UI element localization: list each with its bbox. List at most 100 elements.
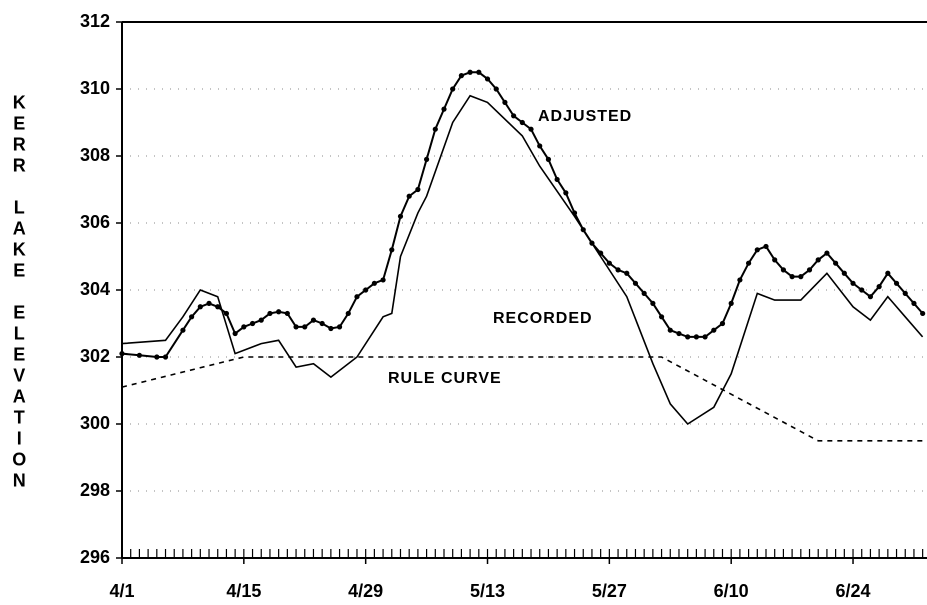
x-tick-label: 4/1: [109, 581, 134, 601]
x-tick-label: 6/10: [714, 581, 749, 601]
x-tick-label: 4/15: [226, 581, 261, 601]
data-point: [241, 324, 247, 330]
data-point: [885, 270, 891, 276]
data-point: [624, 270, 630, 276]
data-point: [319, 320, 325, 327]
data-point: [859, 287, 865, 293]
y-tick-label: 304: [80, 279, 110, 299]
data-point: [336, 324, 343, 330]
data-point: [615, 267, 621, 273]
data-point: [189, 314, 195, 320]
y-tick-label: 310: [80, 78, 110, 98]
data-point: [223, 310, 230, 317]
data-point: [798, 274, 804, 280]
data-point: [380, 277, 386, 283]
data-point: [328, 325, 334, 332]
data-point: [676, 330, 682, 337]
data-point: [397, 213, 404, 219]
y-tick-label: 296: [80, 547, 110, 567]
data-point: [719, 320, 726, 327]
data-point: [232, 330, 238, 337]
data-point: [310, 317, 317, 323]
data-point: [406, 193, 412, 199]
data-point: [493, 86, 499, 92]
data-point: [354, 294, 360, 300]
data-point: [650, 300, 656, 306]
y-tick-label: 308: [80, 145, 110, 165]
y-tick-label: 302: [80, 346, 110, 366]
data-point: [450, 86, 456, 92]
data-point: [415, 186, 421, 193]
data-point: [284, 310, 290, 317]
data-point: [554, 176, 560, 183]
data-point: [267, 310, 273, 317]
y-tick-label: 306: [80, 212, 110, 232]
data-point: [119, 351, 125, 357]
x-tick-label: 5/13: [470, 581, 505, 601]
y-tick-label: 298: [80, 480, 110, 500]
data-point: [658, 314, 665, 320]
data-point: [711, 327, 717, 333]
data-point: [841, 270, 847, 276]
data-point: [876, 284, 882, 290]
data-point: [423, 156, 430, 162]
data-point: [745, 260, 752, 266]
data-point: [458, 73, 465, 79]
data-point: [754, 247, 760, 253]
data-point: [920, 310, 926, 317]
data-point: [806, 267, 813, 273]
data-point: [484, 76, 491, 82]
data-point: [667, 327, 673, 333]
data-point: [519, 119, 525, 126]
data-point: [789, 274, 795, 280]
data-point: [502, 99, 508, 105]
data-point: [154, 354, 160, 360]
data-point: [511, 113, 517, 119]
data-point: [441, 106, 447, 112]
series-line: [121, 94, 924, 426]
data-point: [693, 334, 699, 340]
data-point: [815, 257, 821, 263]
y-tick-label: 300: [80, 413, 110, 433]
data-point: [911, 300, 917, 306]
data-point: [249, 320, 256, 327]
data-point: [833, 260, 839, 266]
data-point: [737, 277, 743, 283]
data-point: [162, 354, 169, 360]
data-point: [432, 126, 438, 132]
series-label: RECORDED: [493, 310, 593, 327]
data-point: [476, 69, 482, 75]
data-point: [215, 304, 221, 310]
data-point: [728, 300, 734, 306]
series-line: [121, 356, 923, 442]
data-point: [363, 287, 369, 293]
data-point: [302, 324, 308, 330]
data-point: [685, 334, 691, 340]
data-point: [867, 294, 874, 300]
data-point: [606, 260, 612, 266]
x-tick-label: 4/29: [348, 581, 383, 601]
data-point: [780, 267, 787, 273]
x-tick-label: 5/27: [592, 581, 627, 601]
data-point: [902, 290, 908, 296]
data-point: [345, 310, 351, 317]
data-point: [293, 324, 299, 330]
data-point: [772, 257, 778, 263]
data-point: [371, 280, 377, 286]
data-point: [824, 250, 830, 256]
data-point: [276, 309, 282, 315]
data-point: [545, 156, 552, 162]
data-point: [206, 300, 212, 306]
x-tick-label: 6/24: [836, 581, 871, 601]
data-point: [467, 69, 473, 75]
data-point: [702, 334, 708, 340]
data-point: [850, 280, 856, 286]
data-point: [537, 143, 543, 149]
series-label: ADJUSTED: [538, 108, 632, 125]
data-point: [763, 243, 769, 250]
y-tick-label: 312: [80, 11, 110, 31]
data-point: [136, 352, 143, 358]
data-point: [258, 317, 264, 323]
data-point: [632, 280, 639, 286]
